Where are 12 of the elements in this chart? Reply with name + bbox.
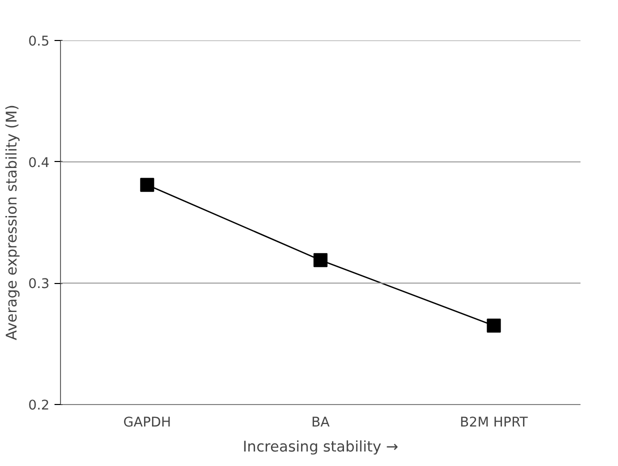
y-tick-label: 0.3	[28, 277, 50, 292]
point	[314, 253, 328, 268]
x-axis-title: Increasing stability →	[242, 438, 398, 456]
x-tick-label: BA	[311, 416, 330, 430]
point	[486, 318, 501, 333]
y-tick-label: 0.5	[28, 34, 50, 50]
y-axis-title: Average expression stability (M)	[3, 104, 20, 340]
y-tick-label: 0.4	[28, 156, 50, 171]
y-tick-label: 0.2	[28, 398, 50, 414]
x-tick-label: B2M HPRT	[460, 416, 529, 430]
point	[140, 178, 154, 192]
x-tick-label: GAPDH	[123, 416, 172, 430]
